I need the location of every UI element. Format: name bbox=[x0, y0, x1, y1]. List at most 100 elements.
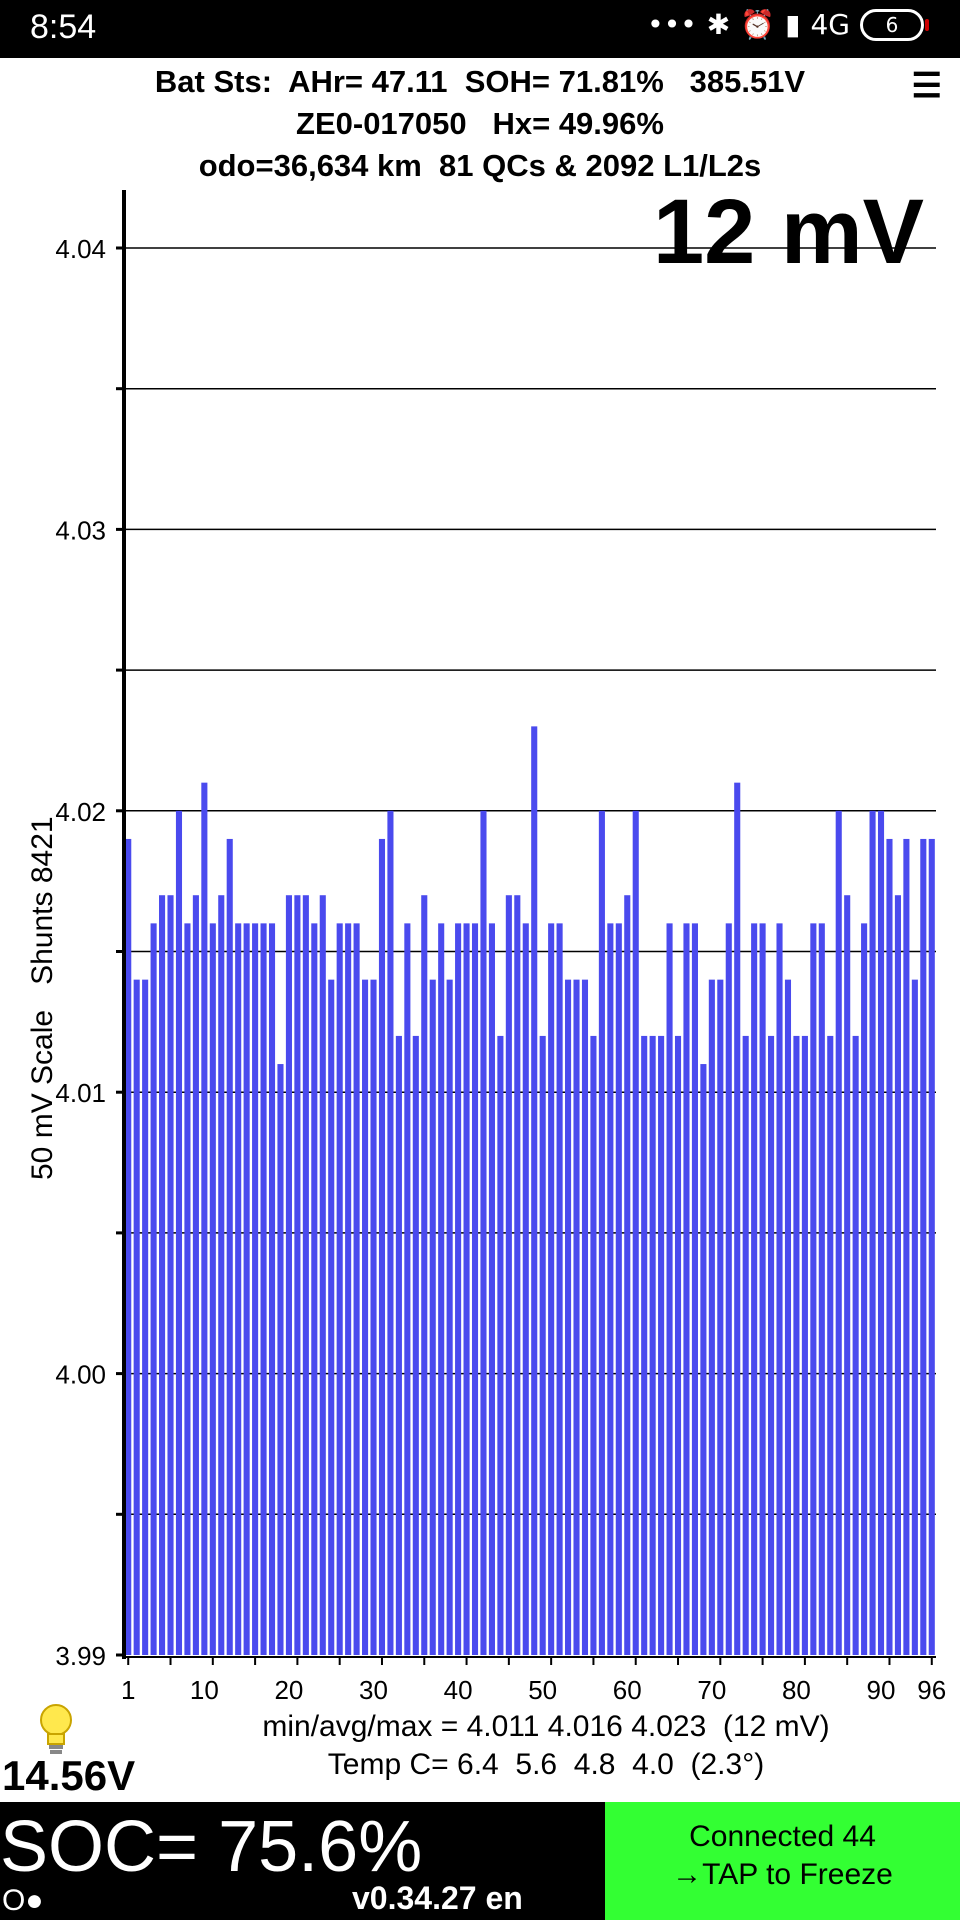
bar-cell-94 bbox=[911, 979, 918, 1655]
bar-cell-41 bbox=[463, 923, 470, 1655]
bar-cell-87 bbox=[852, 1035, 859, 1655]
bar-cell-96 bbox=[928, 838, 935, 1655]
y-tick-label: 4.01 bbox=[55, 1078, 106, 1108]
bar-cell-28 bbox=[353, 923, 360, 1655]
x-tick-label: 96 bbox=[917, 1675, 946, 1705]
bar-cell-6 bbox=[167, 895, 174, 1655]
bar-cell-82 bbox=[810, 923, 817, 1655]
signal-icon: ▮ bbox=[785, 8, 801, 41]
bluetooth-icon: ✱ bbox=[706, 8, 731, 41]
bar-cell-17 bbox=[260, 923, 267, 1655]
vehicle-id-line: ZE0-017050 Hx= 49.96% bbox=[296, 106, 664, 141]
bar-cell-85 bbox=[835, 810, 842, 1655]
alarm-icon: ⏰ bbox=[740, 8, 776, 41]
bar-cell-66 bbox=[674, 1035, 682, 1655]
bar-cell-36 bbox=[421, 895, 428, 1655]
bar-cell-60 bbox=[624, 895, 631, 1655]
bar-cell-89 bbox=[869, 810, 876, 1655]
aux-battery-voltage: 14.56V bbox=[2, 1752, 136, 1799]
bar-cell-83 bbox=[818, 923, 825, 1655]
bar-cell-13 bbox=[226, 838, 233, 1655]
bar-cell-56 bbox=[590, 1035, 597, 1655]
bar-cell-78 bbox=[776, 923, 783, 1655]
bar-cell-92 bbox=[894, 895, 901, 1655]
bar-cell-75 bbox=[751, 923, 758, 1655]
bar-cell-18 bbox=[268, 923, 276, 1655]
bar-cell-74 bbox=[742, 1035, 749, 1655]
bar-cell-93 bbox=[903, 838, 910, 1655]
y-tick-label: 4.04 bbox=[55, 234, 106, 264]
bar-cell-64 bbox=[658, 1035, 665, 1655]
x-tick-label: 20 bbox=[274, 1675, 303, 1705]
bar-cell-9 bbox=[192, 895, 199, 1655]
bar-cell-58 bbox=[607, 923, 614, 1655]
bar-cell-2 bbox=[133, 979, 140, 1655]
status-time: 8:54 bbox=[30, 8, 97, 46]
bar-cell-95 bbox=[920, 838, 927, 1655]
x-tick-label: 1 bbox=[121, 1675, 135, 1705]
y-tick-label: 4.02 bbox=[55, 797, 106, 827]
bar-cell-90 bbox=[877, 810, 885, 1655]
x-tick-label: 50 bbox=[528, 1675, 557, 1705]
bar-cell-23 bbox=[311, 923, 318, 1655]
x-tick-label: 90 bbox=[867, 1675, 896, 1705]
bar-cell-48 bbox=[522, 923, 529, 1655]
soc-panel: SOC= 75.6% O● v0.34.27 en bbox=[0, 1802, 605, 1920]
menu-icon[interactable]: ☰ bbox=[911, 67, 942, 105]
bar-cell-62 bbox=[641, 1035, 648, 1655]
bar-cell-88 bbox=[861, 923, 868, 1655]
bar-cell-50 bbox=[539, 1035, 546, 1655]
bar-cell-37 bbox=[429, 979, 436, 1655]
app-version: v0.34.27 en bbox=[352, 1880, 523, 1916]
bar-cell-53 bbox=[565, 979, 572, 1655]
bar-cell-21 bbox=[294, 895, 301, 1655]
bar-cell-72 bbox=[725, 923, 732, 1655]
scale-label: 50 mV Scale Shunts 8421 bbox=[26, 816, 59, 1180]
bar-cell-71 bbox=[717, 979, 724, 1655]
bar-cell-54 bbox=[573, 979, 580, 1655]
bar-cell-49 bbox=[531, 726, 538, 1655]
bar-cell-52 bbox=[556, 923, 563, 1655]
bar-cell-31 bbox=[378, 838, 386, 1655]
bar-cell-55 bbox=[581, 979, 589, 1655]
x-tick-label: 40 bbox=[444, 1675, 473, 1705]
bar-cell-22 bbox=[302, 895, 309, 1655]
bar-cell-26 bbox=[336, 923, 343, 1655]
network-type: 4G bbox=[810, 8, 850, 41]
bar-cell-43 bbox=[480, 810, 487, 1655]
y-tick-label: 3.99 bbox=[55, 1641, 106, 1671]
bar-cell-65 bbox=[666, 923, 673, 1655]
bar-cell-32 bbox=[387, 810, 394, 1655]
bar-cell-29 bbox=[362, 979, 369, 1655]
bar-cell-63 bbox=[649, 1035, 656, 1655]
bar-cell-40 bbox=[455, 923, 462, 1655]
bar-cell-69 bbox=[700, 1064, 707, 1655]
bar-cell-42 bbox=[471, 923, 479, 1655]
bar-cell-46 bbox=[505, 895, 512, 1655]
bar-cell-80 bbox=[793, 1035, 800, 1655]
battery-status-line: Bat Sts: AHr= 47.11 SOH= 71.81% 385.51V bbox=[154, 64, 806, 99]
x-tick-label: 80 bbox=[782, 1675, 811, 1705]
bar-cell-33 bbox=[395, 1035, 402, 1655]
min-avg-max: min/avg/max = 4.011 4.016 4.023 (12 mV) bbox=[262, 1710, 830, 1743]
voltage-spread: 12 mV bbox=[652, 181, 924, 283]
cell-voltage-chart[interactable]: 3.99 4.00 4.01 4.02 4.03 4.04 1 10 20 30 40 50 60 70 8… bbox=[0, 180, 960, 1710]
bar-cell-20 bbox=[285, 895, 292, 1655]
tap-to-freeze: →TAP to Freeze bbox=[672, 1858, 893, 1891]
connection-indicator: O● bbox=[2, 1884, 44, 1917]
temperatures: Temp C= 6.4 5.6 4.8 4.0 (2.3°) bbox=[327, 1748, 765, 1781]
bar-cell-68 bbox=[691, 923, 698, 1655]
lightbulb-icon[interactable] bbox=[36, 1702, 76, 1758]
x-tick-label: 10 bbox=[190, 1675, 219, 1705]
bar-cell-35 bbox=[412, 1035, 419, 1655]
bar-cell-12 bbox=[218, 895, 225, 1655]
bar-cell-79 bbox=[784, 979, 792, 1655]
battery-icon: 6 bbox=[860, 8, 929, 41]
bar-cell-27 bbox=[345, 923, 352, 1655]
bar-cell-47 bbox=[514, 895, 521, 1655]
connection-button[interactable]: Connected 44 →TAP to Freeze bbox=[605, 1802, 960, 1920]
x-tick-label: 30 bbox=[359, 1675, 388, 1705]
bar-cell-45 bbox=[497, 1035, 504, 1655]
x-tick-label: 60 bbox=[613, 1675, 642, 1705]
bar-cell-30 bbox=[370, 979, 377, 1655]
